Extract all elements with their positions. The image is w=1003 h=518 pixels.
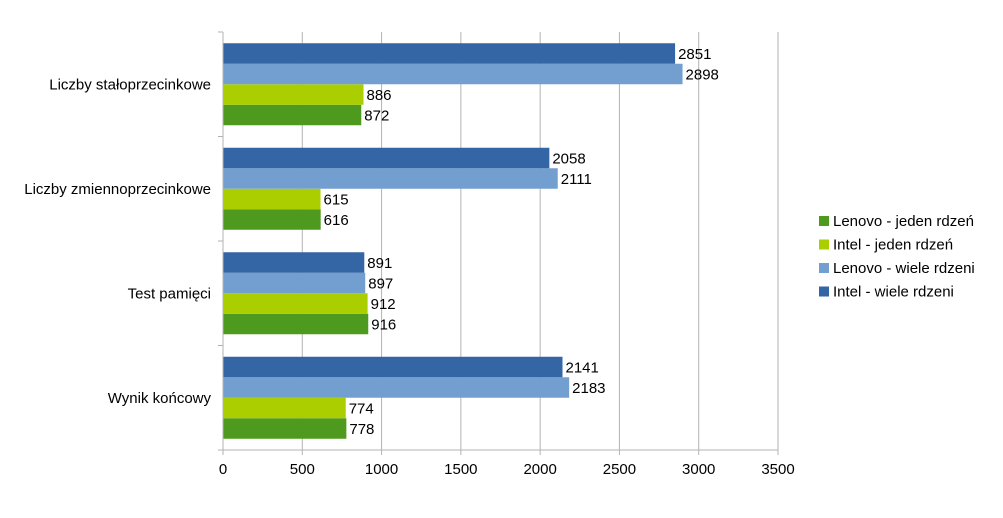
data-label: 2183	[572, 380, 605, 397]
x-tick-label: 1500	[444, 461, 477, 478]
x-tick-label: 0	[219, 461, 227, 478]
category-label: Wynik końcowy	[108, 390, 212, 407]
category-labels: Wynik końcowy Test pamięci Liczby zmiennop…	[24, 76, 211, 407]
bar	[223, 43, 676, 64]
data-label: 2141	[566, 360, 599, 377]
data-label: 2058	[552, 151, 585, 168]
data-label: 778	[349, 421, 374, 438]
data-labels: 778 774 2183 2141 916 912 897 891 616 615 2111 2058…	[324, 46, 719, 438]
category-label: Liczby stałoprzecinkowe	[49, 76, 211, 93]
category-label: Test pamięci	[128, 285, 211, 302]
legend-label: Intel - jeden rdzeń	[833, 237, 953, 254]
data-label: 2851	[678, 46, 711, 63]
bar	[223, 252, 365, 273]
x-tick-label: 2000	[523, 461, 556, 478]
bar	[223, 188, 321, 210]
data-label: 774	[349, 401, 374, 418]
x-tick-label: 3000	[682, 461, 715, 478]
axes	[218, 31, 779, 455]
gridlines	[301, 32, 779, 450]
bar	[223, 418, 347, 439]
bar	[223, 168, 558, 189]
data-label: 615	[324, 192, 349, 209]
data-label: 616	[324, 212, 349, 229]
bar	[223, 293, 368, 314]
bar	[223, 147, 550, 169]
data-label: 916	[371, 317, 396, 334]
bar	[223, 209, 321, 230]
bar	[223, 104, 362, 126]
legend-swatch	[819, 286, 829, 297]
bar	[223, 84, 364, 105]
x-tick-labels: 0 500 1000 1500 2000 2500 3000 3500	[219, 461, 795, 478]
legend-label: Lenovo - wiele rdzeni	[833, 260, 975, 277]
legend: Lenovo - jeden rdzeń Intel - jeden rdzeń L…	[819, 213, 975, 301]
legend-label: Lenovo - jeden rdzeń	[833, 213, 974, 230]
bar	[223, 63, 683, 85]
bar	[223, 356, 563, 378]
bar	[223, 377, 570, 398]
data-label: 2898	[686, 67, 719, 84]
data-label: 886	[366, 87, 391, 104]
bar	[223, 313, 369, 335]
x-tick-label: 3500	[761, 461, 794, 478]
data-label: 912	[371, 296, 396, 313]
x-tick-label: 1000	[365, 461, 398, 478]
data-label: 897	[368, 276, 393, 293]
x-tick-label: 2500	[603, 461, 636, 478]
legend-swatch	[819, 239, 829, 250]
data-label: 2111	[561, 171, 592, 188]
data-label: 872	[364, 108, 389, 125]
x-tick-label: 500	[290, 461, 315, 478]
category-label: Liczby zmiennoprzecinkowe	[24, 181, 211, 198]
bar	[223, 397, 346, 419]
legend-swatch	[819, 216, 829, 226]
data-label: 891	[367, 255, 392, 272]
bar	[223, 272, 366, 294]
bars	[223, 43, 683, 439]
legend-label: Intel - wiele rdzeni	[833, 284, 954, 301]
legend-swatch	[819, 263, 829, 273]
